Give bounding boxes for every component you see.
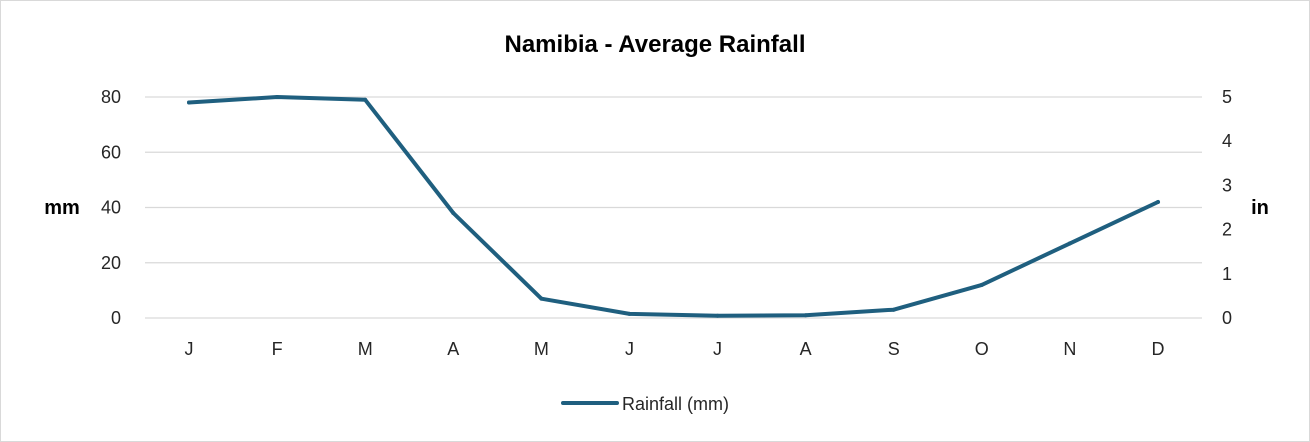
data-point xyxy=(187,100,192,105)
x-tick-label: J xyxy=(185,339,194,359)
data-point xyxy=(363,97,368,102)
x-tick-label: J xyxy=(713,339,722,359)
data-point xyxy=(275,95,280,99)
data-point xyxy=(451,211,456,216)
y-tick-left: 40 xyxy=(101,198,121,218)
data-point xyxy=(979,282,984,287)
data-point xyxy=(1155,199,1160,204)
legend-label: Rainfall (mm) xyxy=(622,394,729,414)
y-tick-right: 1 xyxy=(1222,264,1232,284)
x-tick-label: O xyxy=(975,339,989,359)
data-point xyxy=(803,313,808,318)
y-tick-right: 4 xyxy=(1222,131,1232,151)
data-point xyxy=(539,296,544,301)
y-tick-right: 0 xyxy=(1222,308,1232,328)
gridlines xyxy=(145,96,1202,319)
x-tick-label: J xyxy=(625,339,634,359)
legend[interactable]: Rainfall (mm) xyxy=(561,394,729,414)
y-tick-left: 60 xyxy=(101,142,121,162)
left-axis-ticks: 0 20 40 60 80 xyxy=(101,87,121,328)
y-axis-title-left: mm xyxy=(44,197,80,219)
x-tick-label: A xyxy=(800,339,812,359)
data-point xyxy=(627,311,632,316)
y-tick-left: 0 xyxy=(111,308,121,328)
data-point xyxy=(715,313,720,318)
x-tick-label: M xyxy=(534,339,549,359)
y-tick-right: 3 xyxy=(1222,175,1232,195)
y-tick-left: 20 xyxy=(101,253,121,273)
x-tick-label: S xyxy=(888,339,900,359)
series-line xyxy=(187,95,1160,318)
chart-title: Namibia - Average Rainfall xyxy=(505,31,806,58)
right-axis-ticks: 0 1 2 3 4 5 xyxy=(1222,87,1232,328)
y-tick-left: 80 xyxy=(101,87,121,107)
x-tick-label: N xyxy=(1063,339,1076,359)
x-tick-label: D xyxy=(1151,339,1164,359)
series-lines xyxy=(187,95,1160,318)
x-tick-label: F xyxy=(272,339,283,359)
x-tick-label: A xyxy=(447,339,459,359)
y-tick-right: 2 xyxy=(1222,220,1232,240)
y-tick-right: 5 xyxy=(1222,87,1232,107)
x-tick-label: M xyxy=(358,339,373,359)
data-point xyxy=(1067,241,1072,246)
data-point xyxy=(891,307,896,312)
y-axis-title-right: in xyxy=(1251,197,1269,219)
